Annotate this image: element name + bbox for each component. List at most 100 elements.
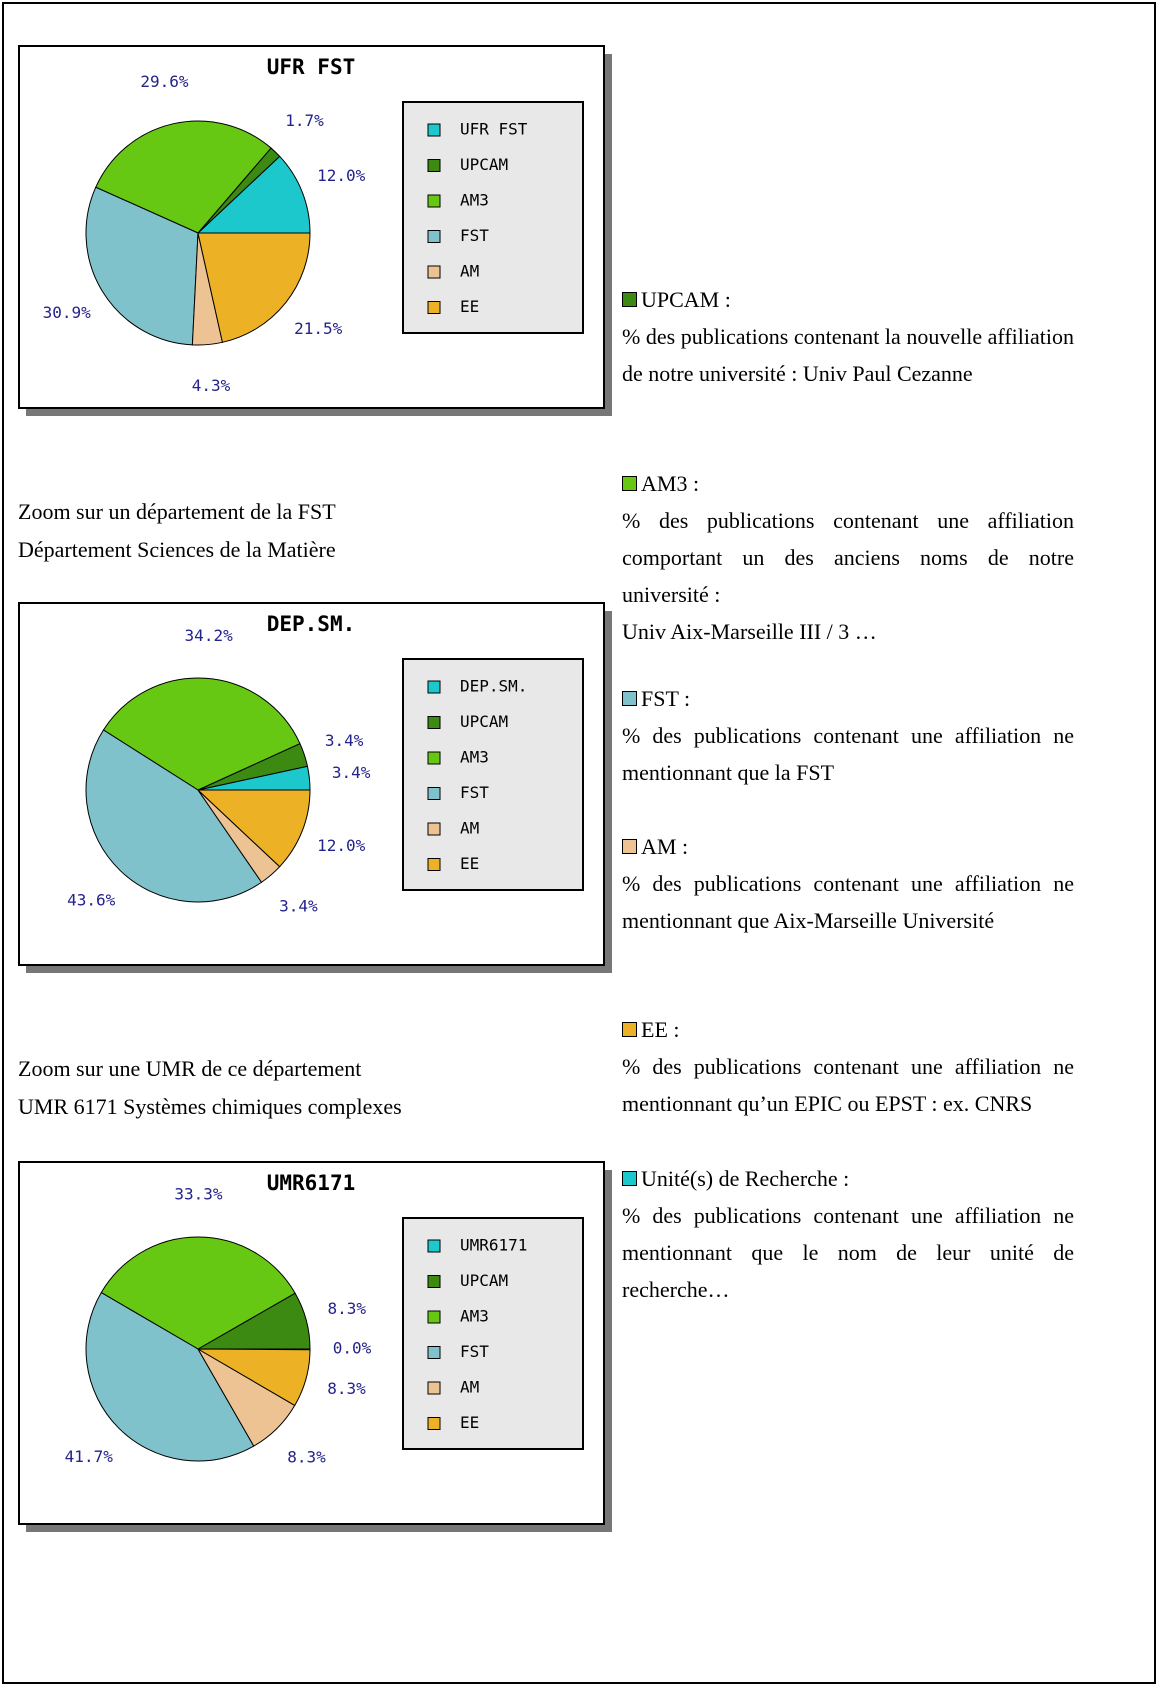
description-head: AM : — [622, 828, 1074, 865]
slice-label: 3.4% — [325, 731, 364, 750]
legend-swatch — [427, 716, 441, 729]
legend-swatch — [427, 680, 441, 694]
slice-label: 12.0% — [317, 166, 366, 185]
legend-label: EE — [460, 297, 479, 316]
description: Unité(s) de Recherche : % des publication… — [622, 1160, 1074, 1308]
legend-label: AM3 — [460, 191, 489, 210]
pie-slice — [85, 186, 199, 346]
description-label: Unité(s) de Recherche : — [641, 1166, 850, 1191]
legend-box — [402, 658, 584, 891]
slice-label: 34.2% — [185, 626, 234, 645]
legend-box — [402, 1217, 584, 1450]
slice-label: 8.3% — [287, 1448, 326, 1467]
slice-label: 3.4% — [332, 763, 371, 782]
slice-label: 33.3% — [174, 1185, 223, 1204]
chart-title: UFR FST — [267, 55, 356, 79]
description-note: Univ Aix-Marseille III / 3 … — [622, 619, 877, 644]
legend-label: UPCAM — [460, 1271, 508, 1290]
legend-swatch — [427, 194, 441, 208]
legend-label: EE — [460, 1413, 479, 1432]
legend-label: UPCAM — [460, 712, 508, 731]
pie-slice — [196, 1348, 311, 1407]
legend-swatch — [622, 292, 637, 307]
description-text: % des publications contenant une affilia… — [622, 1054, 1074, 1116]
legend-swatch — [622, 1022, 637, 1037]
legend-swatch — [427, 230, 441, 243]
slice-label: 8.3% — [327, 1379, 366, 1398]
legend-label: FST — [460, 226, 489, 245]
slice-label: 12.0% — [317, 836, 366, 855]
pie-slice — [95, 120, 272, 234]
legend-swatch — [427, 751, 441, 765]
pie-slice — [197, 232, 311, 343]
description-label: UPCAM : — [641, 287, 731, 312]
legend-swatch — [622, 691, 637, 706]
slice-label: 0.0% — [333, 1339, 372, 1358]
legend-label: AM — [460, 1378, 479, 1397]
legend-label: UFR FST — [460, 120, 528, 139]
pie-chart: UFR FST 12.0% 1.7% 29.6% 30.9% 4.3% 21.5% UFR F… — [18, 45, 612, 416]
legend-swatch — [427, 1275, 441, 1288]
description: EE : % des publications contenant une aff… — [622, 1011, 1074, 1122]
pie-chart: DEP.SM. 3.4% 3.4% 34.2% 43.6% 3.4% 12.0% DEP.SM… — [18, 602, 612, 973]
pie-slice — [85, 1291, 255, 1462]
description-text: % des publications contenant une affilia… — [622, 1203, 1074, 1302]
pie-chart: UMR6171 0.0% 8.3% 33.3% 41.7% 8.3% 8.3% UMR6171… — [18, 1161, 612, 1532]
slice-label: 29.6% — [140, 72, 189, 91]
description-label: FST : — [641, 686, 691, 711]
legend-label: FST — [460, 783, 489, 802]
legend-label: AM — [460, 262, 479, 281]
legend-swatch — [427, 1346, 441, 1359]
slice-label: 3.4% — [279, 896, 318, 915]
pie-slice — [196, 789, 311, 868]
legend-label: UPCAM — [460, 155, 508, 174]
legend-label: FST — [460, 1342, 489, 1361]
slice-label: 8.3% — [328, 1299, 367, 1318]
legend-swatch — [427, 1239, 441, 1253]
legend-swatch — [427, 1381, 441, 1395]
legend-swatch — [427, 159, 441, 172]
legend-swatch — [427, 822, 441, 836]
description-head: Unité(s) de Recherche : — [622, 1160, 1074, 1197]
description: AM3 : % des publications contenant une af… — [622, 465, 1074, 650]
caption-line: Zoom sur un département de la FST — [18, 499, 336, 524]
slice-label: 41.7% — [65, 1447, 114, 1466]
pie-slice — [100, 1236, 296, 1350]
description-label: AM3 : — [641, 471, 700, 496]
legend-swatch — [427, 265, 441, 279]
legend-label: EE — [460, 854, 479, 873]
slice-label: 4.3% — [192, 376, 231, 395]
description-head: AM3 : — [622, 465, 1074, 502]
slice-label: 21.5% — [294, 319, 343, 338]
description-text: % des publications contenant une affilia… — [622, 508, 1074, 607]
slice-label: 43.6% — [67, 890, 116, 909]
legend-box — [402, 101, 584, 334]
legend-label: AM3 — [460, 1307, 489, 1326]
slice-label: 30.9% — [43, 303, 92, 322]
legend-label: UMR6171 — [460, 1236, 527, 1255]
legend-swatch — [427, 787, 441, 800]
caption-line: UMR 6171 Systèmes chimiques complexes — [18, 1094, 402, 1119]
legend-label: AM3 — [460, 748, 489, 767]
chart-title: UMR6171 — [267, 1171, 356, 1195]
caption-line: Département Sciences de la Matière — [18, 537, 336, 562]
legend-label: DEP.SM. — [460, 677, 527, 696]
caption: Zoom sur une UMR de ce département UMR 61… — [18, 1050, 402, 1126]
legend-swatch — [427, 1310, 441, 1324]
legend-swatch — [427, 858, 441, 871]
description: FST : % des publications contenant une af… — [622, 680, 1074, 791]
description-text: % des publications contenant la nouvelle… — [622, 324, 1074, 386]
description-head: UPCAM : — [622, 281, 1074, 318]
legend-swatch — [427, 1417, 441, 1430]
caption-line: Zoom sur une UMR de ce département — [18, 1056, 362, 1081]
description-head: EE : — [622, 1011, 1074, 1048]
pie-slice — [85, 729, 263, 903]
chart-title: DEP.SM. — [267, 612, 356, 636]
legend-swatch — [427, 301, 441, 314]
legend-swatch — [622, 839, 637, 854]
pie-slice — [196, 155, 311, 234]
description: UPCAM : % des publications contenant la n… — [622, 281, 1074, 392]
legend-swatch — [427, 123, 441, 137]
legend-swatch — [622, 476, 637, 491]
